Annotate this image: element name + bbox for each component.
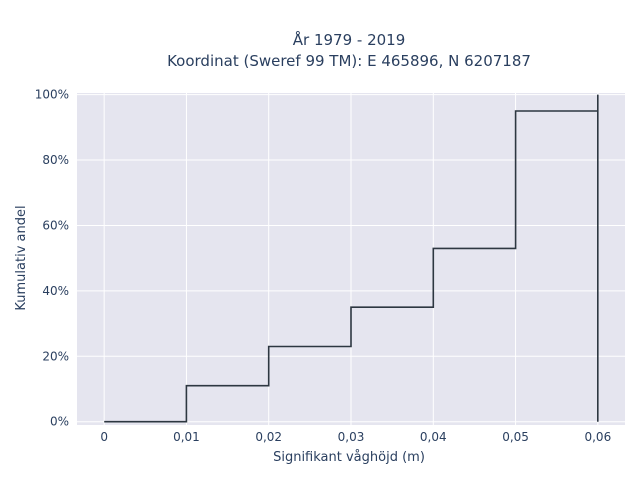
- y-tick-label: 40%: [42, 284, 69, 298]
- x-tick-label: 0: [100, 430, 108, 444]
- y-tick-label: 0%: [50, 415, 69, 429]
- y-tick-label: 80%: [42, 153, 69, 167]
- tick-labels: 0 0,01 0,02 0,03 0,04 0,05 0,06 0% 20% 40% 60% 80% 1…: [35, 88, 612, 444]
- y-tick-label: 100%: [35, 88, 69, 102]
- y-tick-label: 20%: [42, 349, 69, 363]
- x-tick-label: 0,06: [584, 430, 611, 444]
- chart-title-line-1: År 1979 - 2019: [293, 30, 406, 49]
- x-tick-label: 0,05: [502, 430, 529, 444]
- x-tick-label: 0,02: [255, 430, 282, 444]
- chart-title-line-2: Koordinat (Sweref 99 TM): E 465896, N 62…: [167, 52, 531, 70]
- series-layer: [104, 94, 599, 423]
- x-tick-label: 0,04: [420, 430, 447, 444]
- x-axis-title: Signifikant våghöjd (m): [273, 450, 425, 465]
- x-tick-label: 0,01: [173, 430, 200, 444]
- y-tick-label: 60%: [42, 218, 69, 232]
- x-tick-label: 0,03: [338, 430, 365, 444]
- cumulative-step-line: [104, 94, 599, 423]
- y-axis-title: Kumulativ andel: [14, 205, 29, 310]
